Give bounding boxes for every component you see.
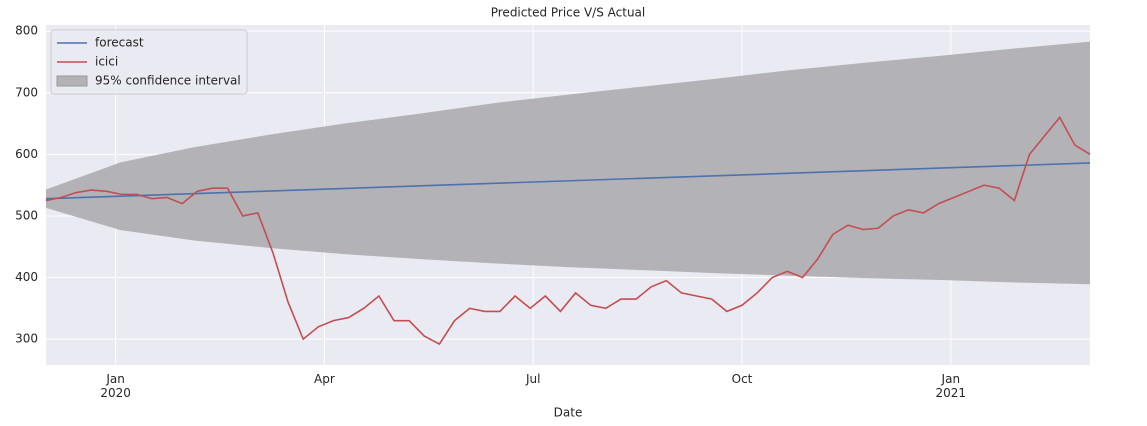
- x-tick-label: Jan 2021: [935, 372, 967, 400]
- x-tick-label: Jul: [525, 372, 541, 386]
- y-tick-label: 700: [15, 85, 38, 99]
- y-tick-label: 300: [15, 332, 38, 346]
- y-tick-label: 800: [15, 24, 38, 38]
- legend: forecast icici 95% confidence interval: [50, 29, 248, 95]
- confidence-band: [46, 41, 1090, 285]
- series-line: [45, 115, 1091, 346]
- x-tick-label: Oct: [731, 372, 753, 386]
- legend-box: [50, 29, 248, 95]
- legend-label: 95% confidence interval: [95, 74, 241, 88]
- chart-title: Predicted Price V/S Actual: [491, 6, 646, 20]
- y-tick-label: 400: [15, 270, 38, 284]
- y-tick-label: 600: [15, 147, 38, 161]
- y-tick-label: 500: [15, 208, 38, 222]
- x-axis-label: Date: [554, 406, 583, 420]
- series-line: [45, 162, 1091, 200]
- legend-label: icici: [95, 55, 118, 69]
- x-tick-label: Jan 2020: [100, 372, 131, 400]
- x-tick-label: Apr: [314, 372, 335, 386]
- legend-swatch: [56, 75, 88, 87]
- legend-label: forecast: [95, 36, 144, 50]
